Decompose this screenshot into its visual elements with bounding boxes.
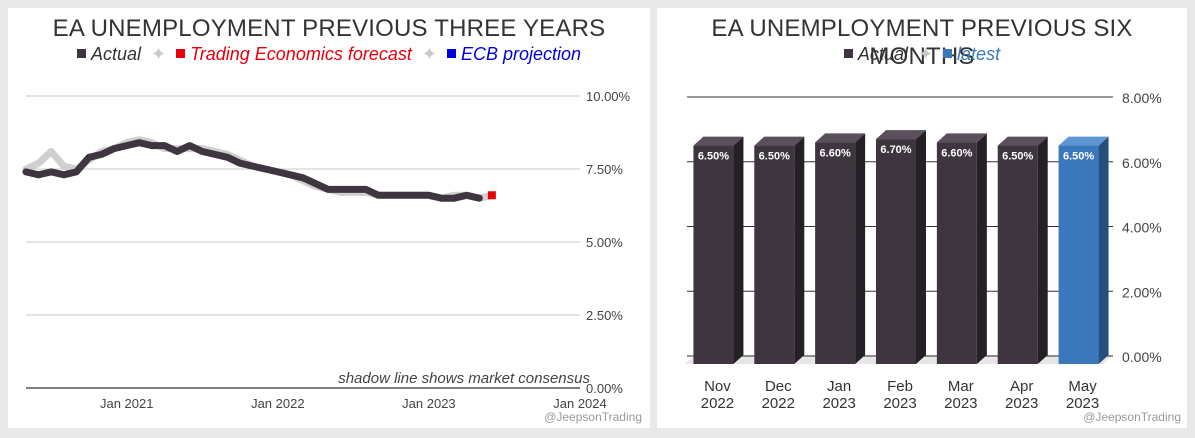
bar — [936, 142, 977, 364]
bar-data-label: 6.60% — [941, 147, 972, 159]
bar-side — [855, 133, 866, 364]
x-tick-label-month: May — [1068, 378, 1097, 395]
x-tick-label-month: Jan — [827, 378, 851, 395]
chart-annotation: shadow line shows market consensus — [338, 370, 590, 387]
bar-top — [815, 133, 866, 143]
legend-label: latest — [957, 44, 1001, 64]
bar — [815, 142, 856, 364]
bar-top — [754, 136, 805, 146]
series-line-actual — [22, 139, 483, 202]
x-tick-label: Jan 2022 — [251, 396, 305, 411]
chart-panel-six-months: EA UNEMPLOYMENT PREVIOUS SIX MONTHS Actu… — [657, 8, 1187, 428]
y-tick-label: 0.00% — [1122, 349, 1162, 365]
x-tick-label: Jan 2021 — [100, 396, 154, 411]
legend-separator-icon: ✦ — [421, 44, 437, 64]
legend-label: ECB projection — [460, 44, 582, 64]
bar-data-label: 6.50% — [1002, 151, 1033, 163]
x-tick-label-year: 2023 — [1066, 395, 1099, 412]
x-tick-label-month: Mar — [948, 378, 974, 395]
bar-data-label: 6.70% — [880, 144, 911, 156]
legend-item-actual: Actual — [76, 44, 141, 64]
bar-side — [916, 130, 926, 364]
bar-side — [1098, 136, 1109, 364]
legend-label: Trading Economics forecast — [190, 44, 412, 64]
bar-side — [976, 133, 987, 364]
bar-side — [733, 136, 744, 364]
bar-top — [1058, 136, 1109, 146]
bar-side — [1037, 136, 1048, 364]
y-tick-label: 0.00% — [586, 381, 623, 396]
watermark: @JeepsonTrading — [1083, 410, 1181, 424]
legend-label: Actual — [857, 44, 908, 64]
y-tick-label: 7.50% — [586, 162, 623, 177]
x-tick-label-year: 2022 — [701, 395, 734, 412]
x-tick-label: Jan 2024 — [553, 396, 607, 411]
chart-title: EA UNEMPLOYMENT PREVIOUS SIX MONTHS — [711, 15, 1133, 70]
bar-top — [876, 130, 926, 140]
bar-data-label: 6.50% — [759, 151, 790, 163]
x-tick-label-month: Nov — [704, 378, 731, 395]
bar — [754, 145, 795, 364]
x-tick-label-year: 2023 — [883, 395, 916, 412]
legend-item-forecast: Trading Economics forecast — [176, 44, 412, 64]
bar-top — [997, 136, 1048, 146]
x-tick-label-year: 2023 — [1005, 395, 1038, 412]
watermark: @JeepsonTrading — [544, 410, 642, 424]
y-tick-label: 4.00% — [1122, 220, 1162, 236]
legend-item-ecb: ECB projection — [446, 44, 582, 64]
y-tick-label: 6.00% — [1122, 155, 1162, 171]
legend-swatch — [943, 49, 953, 58]
y-tick-label: 10.00% — [586, 89, 631, 104]
legend-separator-icon: ✦ — [151, 44, 167, 64]
bar — [997, 145, 1038, 364]
x-tick-label-year: 2023 — [822, 395, 855, 412]
legend-swatch — [843, 49, 853, 58]
bar — [1058, 145, 1099, 364]
bar-side — [794, 136, 805, 364]
bar-chart-plot: 8.00%6.00%4.00%2.00%0.00%6.50%Nov20226.5… — [685, 90, 1162, 412]
chart-legend: Actual ✦ Trading Economics forecast ✦ ECB pr… — [8, 44, 650, 65]
legend-separator-icon: ✦ — [917, 44, 934, 64]
legend-item-actual: Actual — [843, 44, 908, 64]
bar-data-label: 6.50% — [1063, 151, 1094, 163]
y-tick-label: 5.00% — [586, 235, 623, 250]
x-tick-label-month: Apr — [1010, 378, 1033, 395]
y-tick-label: 2.00% — [1122, 284, 1162, 300]
legend-item-latest: latest — [943, 44, 1000, 64]
legend-swatch — [446, 49, 456, 58]
x-tick-label-year: 2022 — [762, 395, 795, 412]
chart-panel-three-years: EA UNEMPLOYMENT PREVIOUS THREE YEARS Act… — [8, 8, 650, 428]
bar-data-label: 6.60% — [820, 147, 851, 159]
chart-legend: Actual ✦ latest — [657, 44, 1187, 65]
legend-swatch — [76, 49, 86, 58]
forecast-point — [487, 191, 496, 200]
bar-top — [693, 136, 744, 146]
legend-swatch — [176, 49, 186, 58]
y-tick-label: 8.00% — [1122, 90, 1162, 106]
y-tick-label: 2.50% — [586, 308, 623, 323]
bar-data-label: 6.50% — [698, 151, 729, 163]
x-tick-label-year: 2023 — [944, 395, 977, 412]
bar-top — [936, 133, 987, 143]
legend-label: Actual — [90, 44, 141, 64]
x-tick-label-month: Dec — [765, 378, 792, 395]
line-chart-plot: 10.00% 7.50% 5.00% 2.50% 0.00% Jan 2021 Jan 20… — [22, 89, 631, 411]
bar — [693, 145, 734, 364]
x-tick-label: Jan 2023 — [402, 396, 456, 411]
chart-title: EA UNEMPLOYMENT PREVIOUS THREE YEARS — [52, 15, 606, 42]
bar — [876, 139, 916, 364]
x-tick-label-month: Feb — [887, 378, 913, 395]
